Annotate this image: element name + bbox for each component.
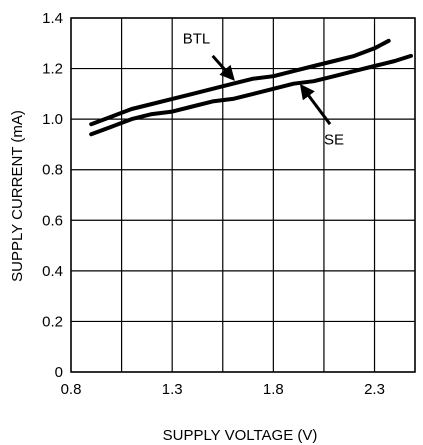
x-tick-label: 1.8 xyxy=(263,381,284,398)
y-tick-label: 0.6 xyxy=(42,212,63,229)
y-tick-label: 0.4 xyxy=(42,263,63,280)
x-tick-label: 0.8 xyxy=(61,381,82,398)
annotation-label-se: SE xyxy=(324,131,344,148)
x-axis-title: SUPPLY VOLTAGE (V) xyxy=(163,427,318,444)
y-tick-label: 1.4 xyxy=(42,10,63,27)
x-tick-label: 1.3 xyxy=(162,381,183,398)
annotations: BTL SE xyxy=(183,30,344,148)
grid xyxy=(70,17,416,373)
y-tick-label: 1.0 xyxy=(42,111,63,128)
annotation-arrow-btl xyxy=(211,54,235,81)
plot-frame xyxy=(70,17,416,373)
x-tick-label: 2.3 xyxy=(364,381,385,398)
y-tick-label: 0.8 xyxy=(42,162,63,179)
annotation-arrow-se xyxy=(299,83,332,126)
series-line-btl xyxy=(89,38,391,127)
series-line-se xyxy=(89,53,413,137)
annotation-label-btl: BTL xyxy=(183,30,211,47)
y-tick-label: 1.2 xyxy=(42,61,63,78)
y-axis-title: SUPPLY CURRENT (mA) xyxy=(9,110,26,282)
y-tick-label: 0 xyxy=(55,364,63,381)
series-lines xyxy=(89,38,413,137)
tick-labels: 0 0.2 0.4 0.6 0.8 1.0 1.2 1.4 0.8 1.3 1.8 2.3 xyxy=(42,10,385,398)
y-tick-label: 0.2 xyxy=(42,313,63,330)
